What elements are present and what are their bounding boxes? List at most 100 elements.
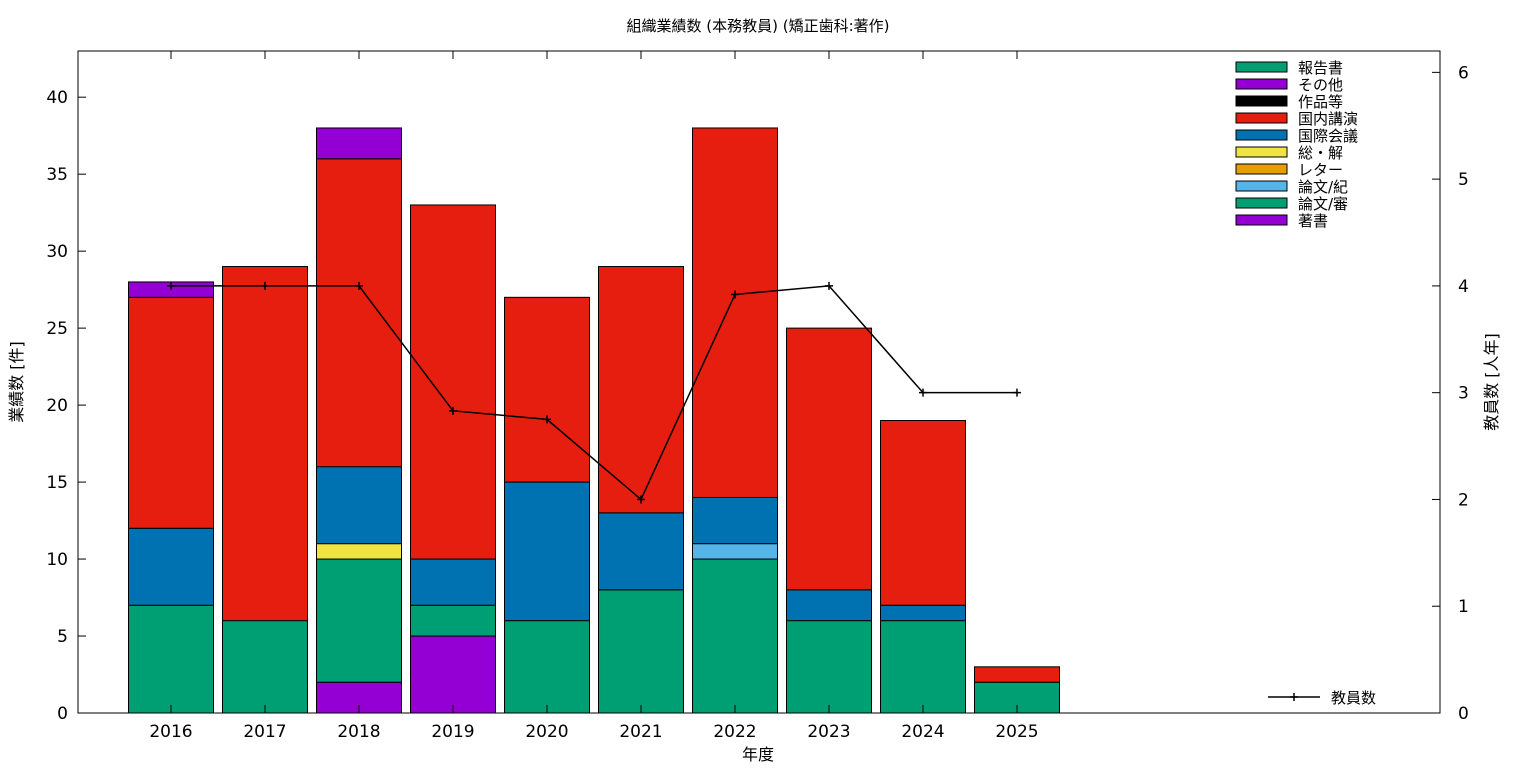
legend-swatch-7 bbox=[1235, 180, 1288, 192]
x-tick-label-2018: 2018 bbox=[337, 722, 380, 742]
bar-2023-series-1 bbox=[786, 620, 872, 714]
legend-swatch-6 bbox=[1235, 163, 1288, 175]
bar-2016-series-6 bbox=[128, 296, 214, 529]
legend-label-4: 国際会議 bbox=[1298, 127, 1358, 145]
y-axis-label: 業績数 [件] bbox=[7, 341, 26, 423]
bar-2024-series-5 bbox=[880, 604, 966, 622]
x-tick-label-2025: 2025 bbox=[995, 722, 1038, 742]
legend-label-1: その他 bbox=[1298, 76, 1343, 94]
bar-2019-series-6 bbox=[410, 204, 496, 560]
bar-2018-series-6 bbox=[316, 158, 402, 468]
line-point-2024 bbox=[919, 388, 927, 397]
legend-swatch-4 bbox=[1235, 129, 1288, 141]
bar-2018-series-1 bbox=[316, 558, 402, 683]
bar-2022-series-1 bbox=[692, 558, 778, 714]
bar-2019-series-0 bbox=[410, 635, 496, 714]
line-path bbox=[171, 285, 1017, 501]
y2-tick-label-2: 2 bbox=[1458, 490, 1469, 510]
legend-swatch-9 bbox=[1235, 214, 1288, 226]
line-point-2020 bbox=[543, 415, 551, 424]
bar-2017-series-6 bbox=[222, 266, 308, 622]
bar-2020-series-5 bbox=[504, 481, 590, 622]
y2-axis-label: 教員数 [人年] bbox=[1482, 333, 1501, 431]
bar-2022-series-5 bbox=[692, 496, 778, 545]
x-tick-label-2016: 2016 bbox=[149, 722, 192, 742]
bars bbox=[128, 127, 1060, 714]
bar-2016-series-5 bbox=[128, 527, 214, 606]
x-tick-label-2017: 2017 bbox=[243, 722, 286, 742]
y2-tick-label-6: 6 bbox=[1458, 63, 1469, 83]
line-series bbox=[167, 281, 1021, 504]
y-tick-label-15: 15 bbox=[46, 473, 68, 493]
bar-2020-series-1 bbox=[504, 620, 590, 714]
y-tick-label-20: 20 bbox=[46, 396, 68, 416]
legend-label-7: 論文/紀 bbox=[1298, 178, 1348, 196]
line-point-2023 bbox=[825, 281, 833, 290]
bar-2021-series-1 bbox=[598, 589, 684, 714]
legend-swatch-5 bbox=[1235, 146, 1288, 158]
bar-2023-series-5 bbox=[786, 589, 872, 622]
bar-2019-series-1 bbox=[410, 604, 496, 637]
bar-2022-series-6 bbox=[692, 127, 778, 498]
legend-swatch-0 bbox=[1235, 61, 1288, 73]
legend-label-2: 作品等 bbox=[1298, 93, 1343, 111]
x-tick-label-2024: 2024 bbox=[901, 722, 944, 742]
bar-2017-series-1 bbox=[222, 620, 308, 714]
y2-tick-label-5: 5 bbox=[1458, 170, 1469, 190]
legend-label-0: 報告書 bbox=[1298, 59, 1343, 77]
y-tick-label-25: 25 bbox=[46, 319, 68, 339]
line-point-2021 bbox=[637, 495, 645, 504]
legend-swatch-8 bbox=[1235, 197, 1288, 209]
y-tick-label-10: 10 bbox=[46, 550, 68, 570]
bar-2024-series-1 bbox=[880, 620, 966, 714]
bar-2024-series-6 bbox=[880, 419, 966, 606]
bar-2021-series-5 bbox=[598, 512, 684, 591]
legend-label-5: 総・解 bbox=[1298, 144, 1343, 162]
line-point-2017 bbox=[261, 281, 269, 290]
y2-tick-label-0: 0 bbox=[1458, 704, 1469, 724]
bar-2016-series-1 bbox=[128, 604, 214, 714]
legend-label-8: 論文/審 bbox=[1298, 195, 1348, 213]
y-tick-label-5: 5 bbox=[57, 627, 68, 647]
bar-2018-series-8 bbox=[316, 127, 402, 160]
line-point-2018 bbox=[355, 281, 363, 290]
line-point-2016 bbox=[167, 281, 175, 290]
x-axis-label: 年度 bbox=[742, 745, 774, 764]
line-point-2025 bbox=[1013, 388, 1021, 397]
x-tick-label-2020: 2020 bbox=[525, 722, 568, 742]
x-tick-label-2022: 2022 bbox=[713, 722, 756, 742]
y2-tick-label-3: 3 bbox=[1458, 384, 1469, 404]
y2-tick-label-1: 1 bbox=[1458, 597, 1469, 617]
legend-label-9: 著書 bbox=[1298, 212, 1328, 230]
legend-label-6: レター bbox=[1298, 161, 1343, 179]
x-tick-label-2023: 2023 bbox=[807, 722, 850, 742]
chart-title: 組織業績数 (本務教員) (矯正歯科:著作) bbox=[627, 17, 890, 35]
line-point-2019 bbox=[449, 406, 457, 415]
legend-label-3: 国内講演 bbox=[1298, 110, 1358, 128]
bar-2018-series-4 bbox=[316, 543, 402, 560]
y2-tick-label-4: 4 bbox=[1458, 277, 1469, 297]
x-tick-label-2021: 2021 bbox=[619, 722, 662, 742]
legend-swatch-3 bbox=[1235, 112, 1288, 124]
y-tick-label-30: 30 bbox=[46, 242, 68, 262]
bar-2019-series-5 bbox=[410, 558, 496, 606]
plot-frame bbox=[77, 50, 1441, 714]
bar-2025-series-6 bbox=[974, 666, 1060, 683]
x-tick-label-2019: 2019 bbox=[431, 722, 474, 742]
legend-swatch-1 bbox=[1235, 78, 1288, 90]
bar-2023-series-6 bbox=[786, 327, 872, 591]
legend-swatch-2 bbox=[1235, 95, 1288, 107]
line-point-2022 bbox=[731, 290, 739, 299]
legend-line-marker bbox=[1290, 693, 1298, 701]
bar-2022-series-2 bbox=[692, 543, 778, 560]
legend-line-label: 教員数 bbox=[1331, 689, 1376, 707]
y-tick-label-40: 40 bbox=[46, 88, 68, 108]
y-tick-label-35: 35 bbox=[46, 165, 68, 185]
bar-2018-series-5 bbox=[316, 466, 402, 545]
bar-2020-series-6 bbox=[504, 296, 590, 483]
bar-2021-series-6 bbox=[598, 266, 684, 514]
y-tick-label-0: 0 bbox=[57, 704, 68, 724]
